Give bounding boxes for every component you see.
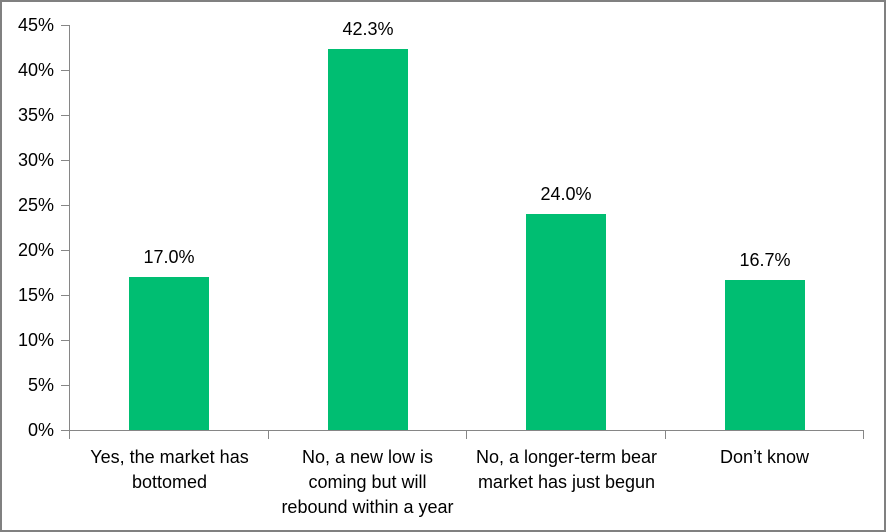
x-category-label: No, a new low is coming but will rebound… xyxy=(281,447,454,517)
y-tick-mark xyxy=(61,160,70,161)
y-axis-line xyxy=(69,25,70,430)
y-tick-mark xyxy=(61,115,70,116)
bar-value-label: 42.3% xyxy=(342,19,394,39)
x-tick-mark xyxy=(466,430,467,439)
x-tick-mark xyxy=(69,430,70,439)
x-tick-mark xyxy=(268,430,269,439)
x-category-label: No, a longer-term bear market has just b… xyxy=(475,447,658,492)
y-tick-label: 35% xyxy=(17,105,54,125)
y-tick-label: 15% xyxy=(17,285,54,305)
y-tick-mark xyxy=(61,340,70,341)
x-category-label: Yes, the market has bottomed xyxy=(90,447,249,492)
y-tick-label: 10% xyxy=(17,330,54,350)
bar xyxy=(328,49,408,430)
y-tick-label: 40% xyxy=(17,60,54,80)
y-tick-label: 30% xyxy=(17,150,54,170)
y-tick-label: 5% xyxy=(27,375,54,395)
y-tick-mark xyxy=(61,70,70,71)
y-tick-label: 25% xyxy=(17,195,54,215)
y-tick-label: 20% xyxy=(17,240,54,260)
bar xyxy=(725,280,805,430)
y-tick-label: 0% xyxy=(27,420,54,440)
x-tick-mark xyxy=(863,430,864,439)
x-tick-mark xyxy=(665,430,666,439)
bar-value-label: 24.0% xyxy=(540,184,592,204)
y-tick-label: 45% xyxy=(17,15,54,35)
y-tick-mark xyxy=(61,295,70,296)
bar-value-label: 17.0% xyxy=(143,247,195,267)
y-tick-mark xyxy=(61,25,70,26)
bar xyxy=(526,214,606,430)
y-tick-mark xyxy=(61,430,70,431)
bar-value-label: 16.7% xyxy=(739,250,791,270)
y-tick-mark xyxy=(61,385,70,386)
y-tick-mark xyxy=(61,205,70,206)
x-category-label: Don’t know xyxy=(719,447,810,467)
y-tick-mark xyxy=(61,250,70,251)
bar xyxy=(129,277,209,430)
